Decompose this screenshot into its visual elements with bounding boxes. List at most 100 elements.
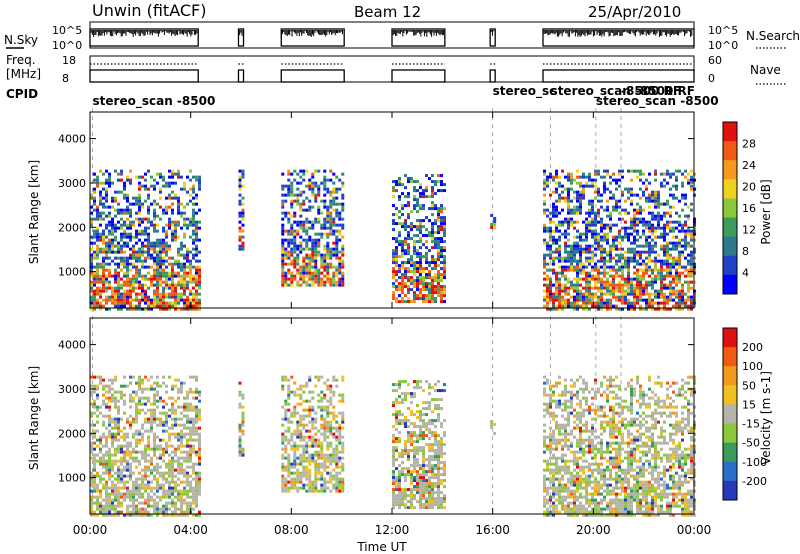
range-gate-cell xyxy=(434,243,437,247)
range-gate-cell xyxy=(290,438,294,442)
range-gate-cell xyxy=(159,277,162,281)
range-gate-cell xyxy=(90,414,93,418)
range-gate-cell xyxy=(198,265,201,269)
range-gate-cell xyxy=(630,283,633,287)
range-gate-cell xyxy=(198,250,201,254)
range-gate-cell xyxy=(296,181,300,185)
range-gate-cell xyxy=(669,256,672,260)
range-gate-cell xyxy=(395,297,398,301)
range-gate-cell xyxy=(183,444,186,448)
range-gate-cell xyxy=(672,289,675,293)
range-gate-cell xyxy=(129,474,132,478)
range-gate-cell xyxy=(180,295,183,299)
range-gate-cell xyxy=(579,202,582,206)
range-gate-cell xyxy=(576,295,579,299)
range-gate-cell xyxy=(615,268,618,272)
range-gate-cell xyxy=(437,255,440,259)
range-gate-cell xyxy=(165,420,168,424)
range-gate-cell xyxy=(93,447,96,451)
range-gate-cell xyxy=(156,280,159,284)
range-gate-cell xyxy=(675,292,678,296)
range-gate-cell xyxy=(183,426,186,430)
range-gate-cell xyxy=(108,211,111,215)
range-gate-cell xyxy=(684,280,687,284)
range-gate-cell xyxy=(564,298,567,302)
range-gate-cell xyxy=(102,477,105,481)
range-gate-cell xyxy=(105,226,108,230)
range-gate-cell xyxy=(615,298,618,302)
range-gate-cell xyxy=(195,414,198,418)
range-gate-cell xyxy=(552,175,555,179)
range-gate-cell xyxy=(398,198,401,202)
range-gate-cell xyxy=(180,390,183,394)
range-gate-cell xyxy=(183,402,186,406)
range-gate-cell xyxy=(618,253,621,257)
range-gate-cell xyxy=(132,504,135,508)
range-gate-cell xyxy=(162,453,165,457)
range-gate-cell xyxy=(543,172,546,176)
range-gate-cell xyxy=(186,190,189,194)
nsky-strip: N.Sky 10^5 10^0 10^5 10^0 N.Search xyxy=(4,21,800,52)
range-gate-cell xyxy=(102,181,105,185)
range-gate-cell xyxy=(180,438,183,442)
range-gate-cell xyxy=(573,241,576,245)
range-gate-cell xyxy=(135,217,138,221)
range-gate-cell xyxy=(117,307,120,311)
range-gate-cell xyxy=(126,384,129,388)
range-gate-cell xyxy=(293,229,297,233)
range-gate-cell xyxy=(594,178,597,182)
range-gate-cell xyxy=(431,174,434,178)
range-gate-cell xyxy=(93,429,96,433)
range-gate-cell xyxy=(684,232,687,236)
colorbar-swatch xyxy=(723,255,737,276)
range-gate-cell xyxy=(171,301,174,305)
range-gate-cell xyxy=(341,253,345,257)
range-gate-cell xyxy=(552,292,555,296)
range-gate-cell xyxy=(284,435,288,439)
range-gate-cell xyxy=(180,202,183,206)
range-gate-cell xyxy=(153,396,156,400)
range-gate-cell xyxy=(93,405,96,409)
range-gate-cell xyxy=(198,280,201,284)
station-title: Unwin (fitACF) xyxy=(92,1,206,20)
range-gate-cell xyxy=(558,235,561,239)
range-gate-cell xyxy=(558,295,561,299)
range-gate-cell xyxy=(174,384,177,388)
range-gate-cell xyxy=(624,226,627,230)
range-gate-cell xyxy=(615,235,618,239)
range-gate-cell xyxy=(588,202,591,206)
range-gate-cell xyxy=(630,286,633,290)
range-gate-cell xyxy=(443,207,446,211)
range-gate-cell xyxy=(96,247,99,251)
range-gate-cell xyxy=(669,175,672,179)
range-gate-cell xyxy=(579,298,582,302)
range-gate-cell xyxy=(93,495,96,499)
range-gate-cell xyxy=(183,307,186,311)
range-gate-cell xyxy=(630,190,633,194)
range-gate-cell xyxy=(153,438,156,442)
range-gate-cell xyxy=(162,211,165,215)
range-gate-cell xyxy=(431,291,434,295)
range-gate-cell xyxy=(96,453,99,457)
range-gate-cell xyxy=(681,301,684,305)
range-gate-cell xyxy=(651,196,654,200)
range-gate-cell xyxy=(299,438,303,442)
range-gate-cell xyxy=(564,301,567,305)
range-gate-cell xyxy=(609,289,612,293)
range-gate-cell xyxy=(114,250,117,254)
range-gate-cell xyxy=(422,255,425,259)
range-gate-cell xyxy=(428,285,431,289)
range-gate-cell xyxy=(165,390,168,394)
range-gate-cell xyxy=(195,178,198,182)
date-title: 25/Apr/2010 xyxy=(588,3,681,21)
range-gate-cell xyxy=(612,265,615,269)
range-gate-cell xyxy=(174,474,177,478)
range-gate-cell xyxy=(660,214,663,218)
range-gate-cell xyxy=(663,292,666,296)
range-gate-cell xyxy=(317,244,321,248)
range-gate-cell xyxy=(141,474,144,478)
range-gate-cell xyxy=(657,190,660,194)
range-gate-cell xyxy=(114,274,117,278)
range-gate-cell xyxy=(290,477,294,481)
range-gate-cell xyxy=(90,274,93,278)
